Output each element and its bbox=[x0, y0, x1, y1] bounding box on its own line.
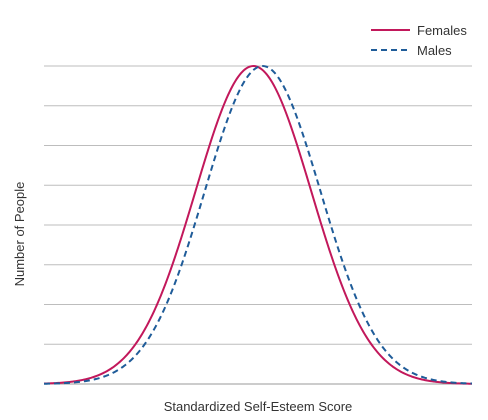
legend: Females Males bbox=[371, 23, 467, 58]
legend-label-males: Males bbox=[417, 43, 452, 58]
x-axis-label: Standardized Self-Esteem Score bbox=[164, 399, 353, 414]
series-line-males bbox=[43, 65, 473, 385]
legend-label-females: Females bbox=[417, 23, 467, 38]
y-axis-label: Number of People bbox=[12, 182, 27, 287]
gridlines bbox=[44, 65, 472, 385]
series-layer bbox=[43, 65, 473, 385]
